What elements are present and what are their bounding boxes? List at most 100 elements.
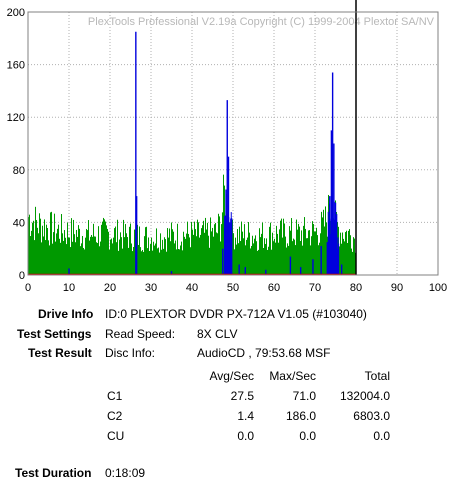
- c2-bar: [329, 248, 331, 275]
- c1-bar: [181, 241, 182, 275]
- c1-bar: [49, 245, 50, 275]
- c1-bar: [139, 226, 140, 275]
- c1-bar: [168, 237, 169, 275]
- c1-bar: [315, 231, 316, 275]
- c1-bar: [286, 247, 287, 275]
- c1-bar: [103, 217, 104, 275]
- x-tick-label: 60: [268, 282, 280, 294]
- c1-bar: [178, 249, 179, 275]
- c1-bar: [44, 219, 45, 275]
- row-c1-total: 132004.0: [339, 389, 390, 403]
- x-tick-label: 50: [227, 282, 239, 294]
- row-c2-total: 6803.0: [353, 409, 390, 423]
- c1-bar: [313, 224, 314, 275]
- c1-bar: [112, 243, 113, 275]
- c1-bar: [205, 217, 206, 275]
- c1-bar: [52, 243, 53, 275]
- c1-bar: [295, 245, 296, 275]
- x-tick-label: 80: [350, 282, 362, 294]
- c1-bar: [118, 250, 119, 275]
- c2-bar: [336, 214, 338, 275]
- c1-bar: [341, 243, 342, 275]
- c1-bar: [33, 220, 34, 275]
- c1-bar: [40, 218, 41, 275]
- c2-bar: [331, 246, 333, 275]
- c1-bar: [196, 236, 197, 275]
- c1-bar: [130, 223, 131, 275]
- c1-bar: [125, 224, 126, 275]
- c1-bar: [70, 247, 71, 275]
- c1-bar: [273, 241, 274, 275]
- c2-bar: [333, 201, 335, 275]
- c1-bar: [162, 239, 163, 275]
- c1-bar: [35, 206, 36, 275]
- c1-bar: [176, 249, 177, 275]
- c1-bar: [236, 244, 237, 275]
- c2-bar: [334, 219, 336, 275]
- c1-bar: [239, 226, 240, 275]
- c1-bar: [153, 241, 154, 275]
- c1-bar: [109, 249, 110, 275]
- c1-bar: [76, 229, 77, 275]
- c1-bar: [279, 229, 280, 275]
- y-tick-label: 120: [7, 112, 25, 124]
- c1-bar: [285, 236, 286, 275]
- c1-bar: [283, 218, 284, 275]
- c1-bar: [39, 213, 40, 275]
- c1-bar: [123, 219, 124, 275]
- c1-bar: [111, 238, 112, 275]
- c2-bar: [229, 253, 231, 275]
- row-c2-max: 186.0: [285, 409, 316, 423]
- c1-bar: [121, 237, 122, 275]
- c1-bar: [133, 246, 134, 275]
- c1-bar: [193, 234, 194, 275]
- c1-bar: [268, 246, 269, 275]
- c1-bar: [254, 238, 255, 275]
- c1-bar: [220, 241, 221, 275]
- c1-bar: [45, 240, 46, 275]
- x-tick-label: 20: [104, 282, 116, 294]
- c1-bar: [289, 226, 290, 275]
- c1-bar: [78, 225, 79, 275]
- read-speed-label: Read Speed:: [105, 327, 176, 341]
- c1-bar: [292, 241, 293, 275]
- c1-bar: [323, 209, 324, 275]
- c1-bar: [222, 212, 223, 275]
- c1-bar: [160, 233, 161, 275]
- c2-bar: [330, 218, 332, 275]
- c1-bar: [277, 233, 278, 275]
- c1-bar: [69, 237, 70, 275]
- c1-bar: [214, 224, 215, 275]
- x-tick-label: 100: [429, 282, 447, 294]
- c1-bar: [243, 238, 244, 275]
- row-c1-avg: 27.5: [230, 389, 254, 403]
- c1-bar: [216, 232, 217, 275]
- c1-bar: [155, 243, 156, 275]
- c1-bar: [154, 245, 155, 275]
- c1-bar: [117, 219, 118, 275]
- read-speed-value: 8X CLV: [197, 327, 238, 341]
- y-tick-label: 200: [7, 7, 25, 19]
- c1-bar: [208, 235, 209, 275]
- c1-bar: [303, 225, 304, 275]
- c1-bar: [237, 229, 238, 275]
- c1-bar: [149, 250, 150, 275]
- disc-info-value: AudioCD , 79:53.68 MSF: [197, 346, 331, 360]
- c1-bar: [104, 219, 105, 275]
- c1-bar: [94, 236, 95, 275]
- c1-bar: [266, 238, 267, 275]
- c1-bar: [36, 220, 37, 275]
- c1-bar: [278, 242, 279, 275]
- c2-bar: [332, 231, 334, 275]
- c1-bar: [259, 228, 260, 275]
- y-tick-label: 80: [13, 165, 25, 177]
- row-c2-avg: 1.4: [237, 409, 254, 423]
- x-tick-label: 30: [145, 282, 157, 294]
- c1-bar: [170, 241, 171, 275]
- c1-bar: [147, 248, 148, 275]
- c1-bar: [253, 243, 254, 275]
- c1-bar: [250, 248, 251, 275]
- c1-bar: [158, 247, 159, 275]
- c1-bar: [74, 234, 75, 275]
- c2-clusters: [223, 201, 340, 275]
